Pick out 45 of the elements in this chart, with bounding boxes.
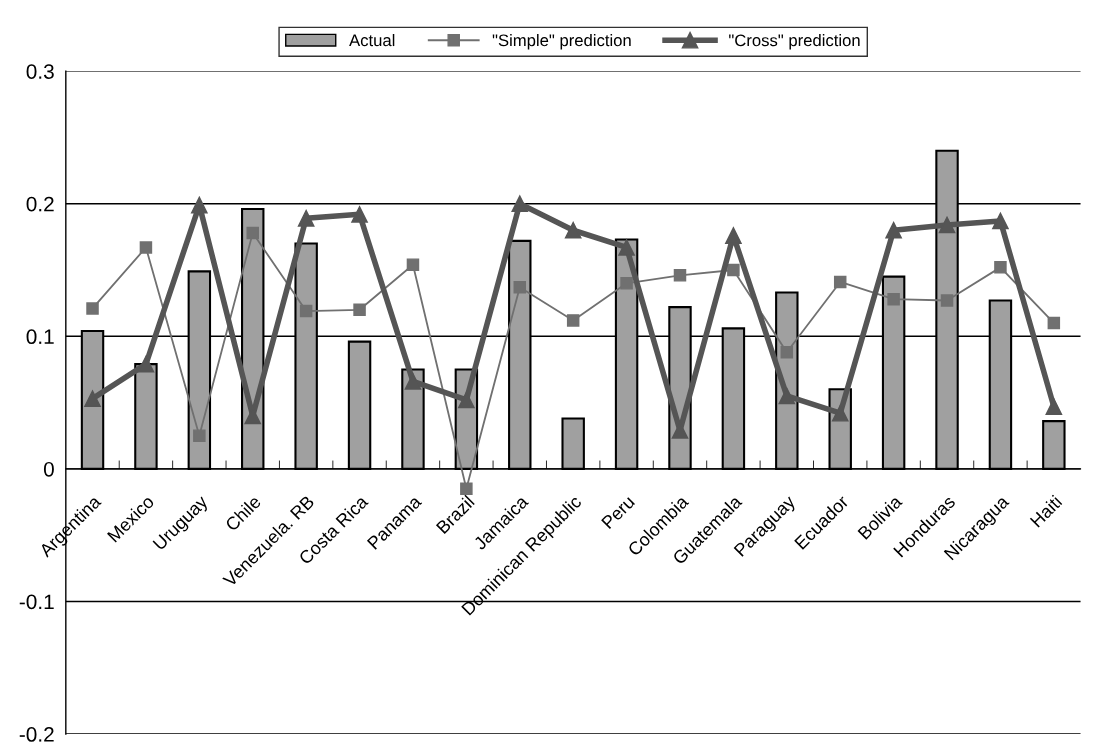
point [351,205,368,223]
point [511,195,529,213]
point [618,239,635,256]
point [404,373,422,390]
y-tick-label: -0.2 [19,727,54,742]
point [86,302,99,315]
point [513,280,527,294]
y-tick-label: -0.1 [19,594,54,610]
point [727,263,740,277]
point [139,241,153,254]
point [778,387,796,405]
point [353,303,366,317]
point [297,209,315,227]
point [1045,398,1063,415]
point [299,304,313,318]
point [193,429,206,442]
point [833,275,847,289]
legend-label: Actual [349,33,395,47]
point [458,391,475,409]
point [887,292,900,306]
point [566,314,580,327]
point [84,390,101,407]
legend-label: "Cross" prediction [729,33,860,50]
point [780,345,794,359]
point [938,216,956,234]
point [1047,316,1061,330]
point [620,277,633,290]
legend-label: "Simple" prediction [492,33,631,50]
point [191,196,208,214]
point [564,221,582,239]
y-tick-label: 0.2 [26,196,54,212]
point [992,212,1009,230]
y-tick-label: 0.1 [26,329,54,345]
point [885,221,902,239]
point [406,258,420,271]
y-tick-label: 0 [43,461,54,477]
y-tick-label: 0.3 [26,64,54,79]
point [460,482,473,496]
point [673,269,687,282]
point [831,404,849,422]
point [940,294,954,307]
point [994,261,1007,274]
point [137,355,155,373]
point [246,226,259,240]
point [725,227,742,244]
